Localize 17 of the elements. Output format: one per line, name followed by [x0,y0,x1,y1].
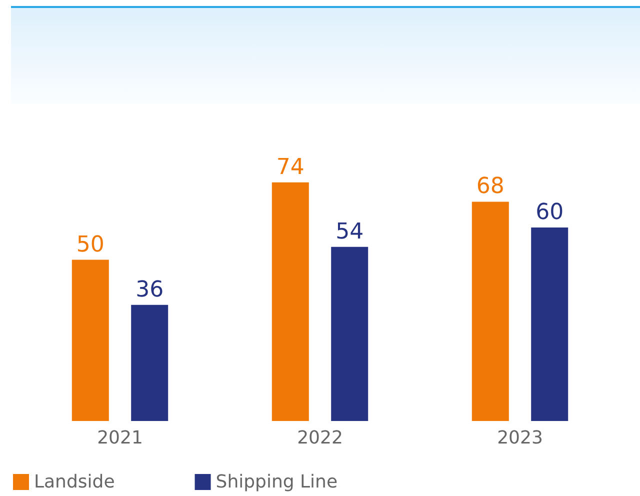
x-tick-label: 2023 [497,428,543,448]
bar [531,228,568,421]
legend-label: Landside [34,472,115,492]
x-tick-label: 2021 [97,428,143,448]
data-label: 54 [336,219,364,244]
legend-label: Shipping Line [216,472,338,492]
x-tick-label: 2022 [297,428,343,448]
data-label: 36 [136,277,164,302]
bar [131,304,168,421]
data-label: 74 [276,154,304,180]
bar [72,260,109,421]
data-label: 50 [76,232,104,258]
bar [331,246,368,421]
bar [272,182,309,421]
data-label: 68 [476,174,504,200]
data-label: 60 [536,200,564,225]
bar [472,202,509,421]
